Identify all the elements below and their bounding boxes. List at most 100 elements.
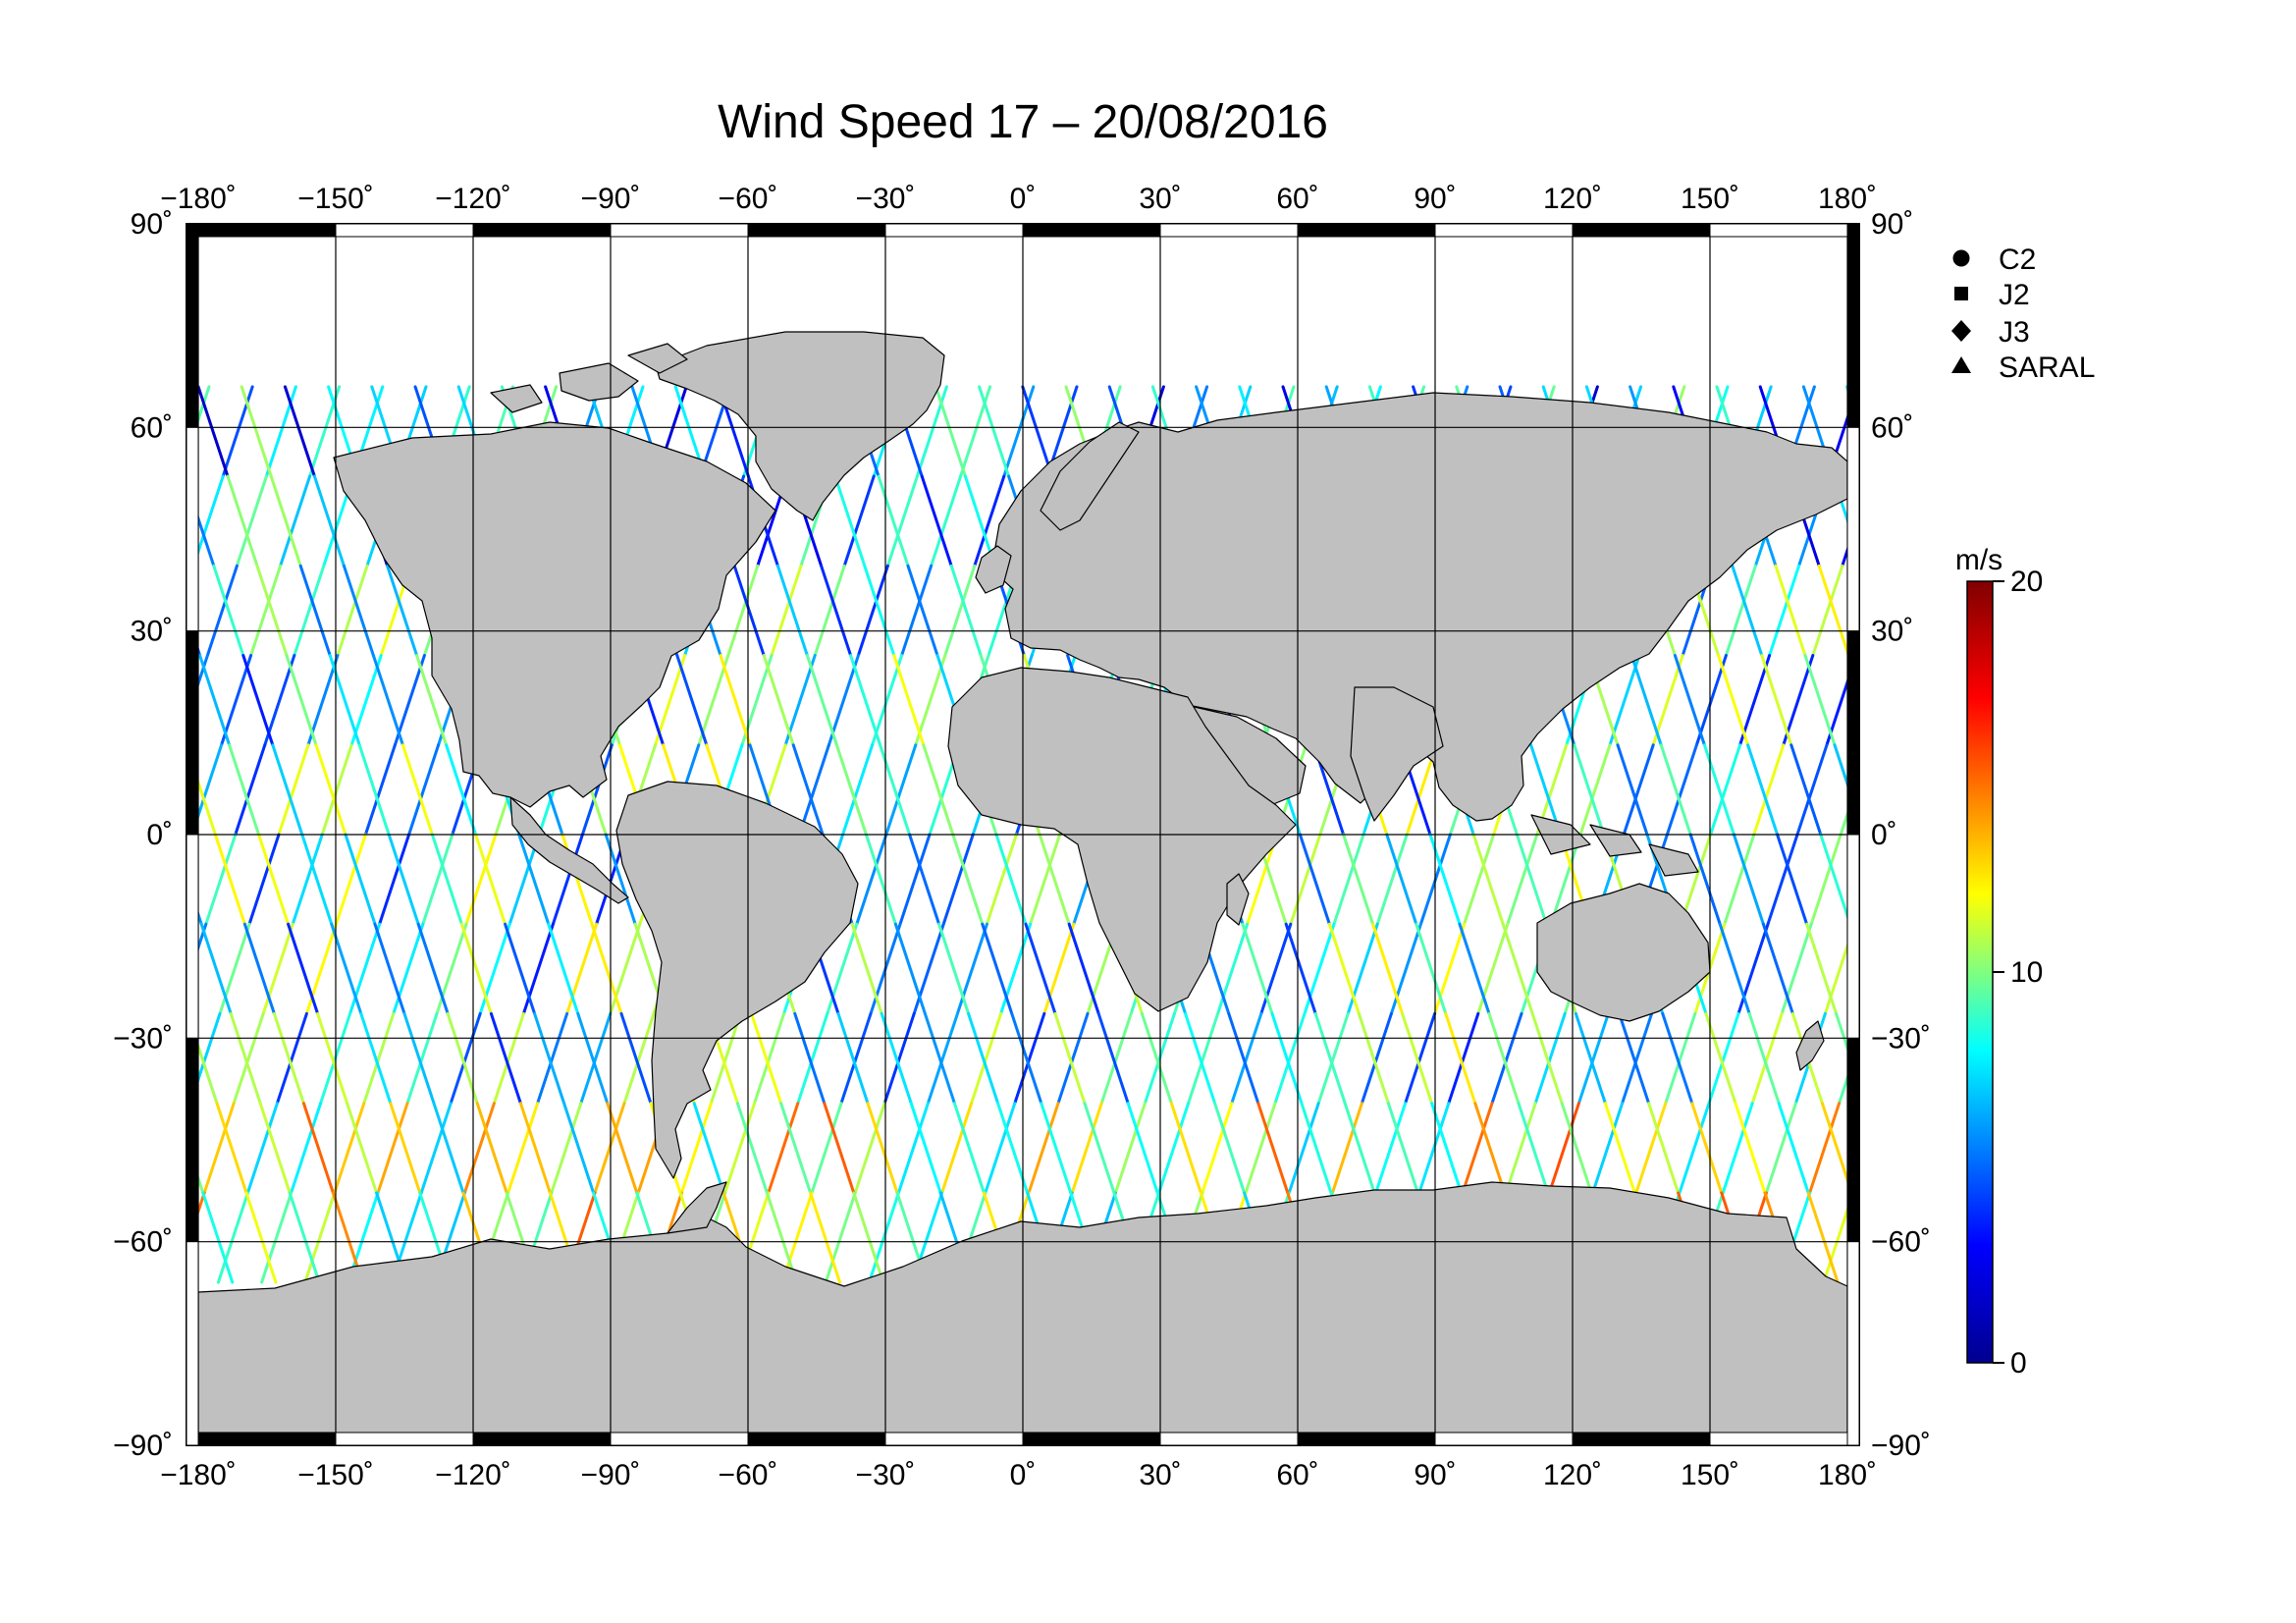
track-segment xyxy=(2022,656,2052,745)
track-segment xyxy=(0,476,6,566)
track-segment xyxy=(2223,476,2253,566)
track-segment xyxy=(0,1193,16,1282)
track-segment xyxy=(3,924,32,1013)
track-segment xyxy=(2285,1193,2296,1282)
track-segment xyxy=(967,1011,1000,1106)
track-segment xyxy=(2253,566,2282,655)
track-segment xyxy=(719,654,752,747)
track-segment xyxy=(654,654,687,747)
track-segment xyxy=(2189,476,2218,566)
track-segment xyxy=(2137,476,2166,566)
track-segment xyxy=(579,1011,613,1106)
track-segment xyxy=(2153,656,2182,745)
track-segment xyxy=(199,922,233,1015)
track-segment xyxy=(97,476,127,566)
track-segment xyxy=(400,743,434,837)
track-segment xyxy=(576,1011,610,1106)
track-segment xyxy=(27,924,57,1013)
legend-triangle-icon xyxy=(1951,356,1971,373)
track-segment xyxy=(0,745,5,835)
track-segment xyxy=(1213,1102,1247,1195)
track-segment xyxy=(2204,566,2233,655)
track-segment xyxy=(344,833,377,926)
track-segment xyxy=(2170,1193,2200,1282)
track-segment xyxy=(1547,1102,1580,1195)
track-segment xyxy=(2270,1013,2296,1103)
track-segment xyxy=(118,1104,147,1193)
track-segment xyxy=(943,564,977,658)
track-segment xyxy=(923,1011,956,1106)
track-segment xyxy=(330,922,363,1015)
track-segment xyxy=(856,564,889,658)
track-segment xyxy=(0,1013,3,1103)
track-segment xyxy=(68,387,97,476)
track-segment xyxy=(359,1011,393,1106)
track-segment xyxy=(475,1102,508,1195)
track-segment xyxy=(25,387,54,476)
track-segment xyxy=(1096,1011,1130,1106)
satellite-legend: C2 J2 J3 SARAL xyxy=(1951,243,2095,384)
track-segment xyxy=(740,654,774,747)
track-segment xyxy=(1940,1104,1969,1193)
lat-tick-label-left: −90˚ xyxy=(113,1430,173,1462)
track-segment xyxy=(263,654,296,747)
track-segment xyxy=(2290,566,2296,655)
track-segment xyxy=(824,1191,857,1284)
lon-tick-label-bottom: −30˚ xyxy=(856,1459,916,1491)
border-bar-left xyxy=(186,630,199,836)
track-segment xyxy=(0,924,14,1013)
track-segment xyxy=(2159,835,2188,924)
track-segment xyxy=(1732,833,1765,926)
track-segment xyxy=(1939,1193,1968,1282)
track-segment xyxy=(48,656,78,745)
track-segment xyxy=(459,922,493,1015)
track-segment xyxy=(271,743,304,837)
colorbar-ticks: 0 10 20 xyxy=(1993,566,2043,1380)
lon-tick-label-top: −180˚ xyxy=(160,183,237,215)
track-segment xyxy=(1504,1102,1537,1195)
track-segment xyxy=(1241,922,1274,1015)
track-segment xyxy=(1083,1102,1116,1195)
track-segment xyxy=(2025,1193,2055,1282)
colorbar: m/s 0 10 20 xyxy=(1955,544,2044,1380)
border-bar-right xyxy=(1846,1241,1860,1446)
track-segment xyxy=(288,1191,321,1284)
track-segment xyxy=(1805,922,1839,1015)
track-segment xyxy=(2194,387,2223,476)
track-segment xyxy=(2123,566,2153,655)
track-segment xyxy=(17,1013,46,1103)
track-segment xyxy=(1591,1102,1625,1195)
track-segment xyxy=(198,1042,219,1106)
track-segment xyxy=(1789,743,1823,837)
lat-tick-label-right: −60˚ xyxy=(1871,1226,1931,1259)
track-segment xyxy=(107,476,136,566)
track-segment xyxy=(1731,564,1764,658)
landmass-india xyxy=(1350,686,1444,822)
track-segment xyxy=(1869,924,1898,1013)
track-segment xyxy=(820,564,853,658)
track-segment xyxy=(709,1011,742,1106)
track-segment xyxy=(1473,1102,1507,1195)
track-segment xyxy=(134,656,164,745)
track-segment xyxy=(906,564,939,658)
track-segment xyxy=(202,1102,236,1195)
border-bar-bottom xyxy=(1297,1432,1436,1446)
track-segment xyxy=(679,1102,713,1195)
track-segment xyxy=(984,1102,1017,1195)
track-segment xyxy=(421,833,454,926)
track-segment xyxy=(2127,1193,2157,1282)
track-segment xyxy=(2089,387,2118,476)
track-segment xyxy=(2071,835,2101,924)
border-bar-top xyxy=(472,223,612,238)
track-segment xyxy=(198,922,208,952)
track-segment xyxy=(0,1104,17,1193)
track-segment xyxy=(2175,387,2205,476)
lat-tick-label-right: −30˚ xyxy=(1871,1022,1931,1055)
track-segment xyxy=(1027,1102,1060,1195)
track-segment xyxy=(2116,566,2146,655)
border-bar-left xyxy=(186,1241,199,1446)
track-segment xyxy=(2039,1104,2068,1193)
track-segment xyxy=(54,476,83,566)
track-segment xyxy=(934,385,967,478)
track-segment xyxy=(62,745,91,835)
